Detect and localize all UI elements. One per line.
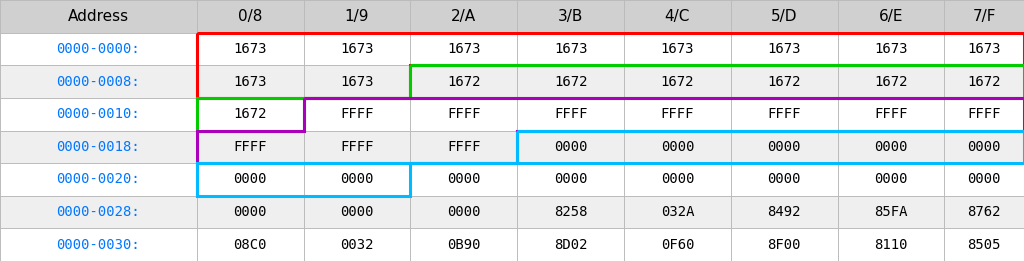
Text: 85FA: 85FA [874, 205, 908, 219]
Bar [0, 130, 1024, 163]
Text: 1672: 1672 [554, 75, 588, 88]
Bar [0, 163, 1024, 196]
Text: FFFF: FFFF [340, 140, 374, 154]
Text: FFFF: FFFF [447, 140, 480, 154]
Text: 1673: 1673 [968, 42, 1001, 56]
Text: 4/C: 4/C [665, 9, 690, 24]
Text: Address: Address [68, 9, 129, 24]
Text: 8F00: 8F00 [767, 238, 801, 252]
Text: FFFF: FFFF [233, 140, 267, 154]
Text: 1673: 1673 [340, 42, 374, 56]
Text: 0000: 0000 [767, 173, 801, 186]
Bar [0, 228, 1024, 261]
Text: 1673: 1673 [233, 42, 267, 56]
Text: 0000: 0000 [874, 140, 908, 154]
Text: 7/F: 7/F [973, 9, 996, 24]
Text: 0000: 0000 [447, 173, 480, 186]
Text: 0000-0030:: 0000-0030: [56, 238, 140, 252]
Text: 8505: 8505 [968, 238, 1001, 252]
Text: 0000: 0000 [968, 140, 1001, 154]
Text: 1672: 1672 [968, 75, 1001, 88]
Text: 8110: 8110 [874, 238, 908, 252]
Text: 1672: 1672 [660, 75, 694, 88]
Text: 0000: 0000 [968, 173, 1001, 186]
Text: FFFF: FFFF [874, 107, 908, 121]
Text: 1673: 1673 [233, 75, 267, 88]
Text: 0/8: 0/8 [238, 9, 262, 24]
Text: 1672: 1672 [874, 75, 908, 88]
Text: 0032: 0032 [340, 238, 374, 252]
Text: 0000-0010:: 0000-0010: [56, 107, 140, 121]
Text: 0000-0018:: 0000-0018: [56, 140, 140, 154]
Text: 0000: 0000 [554, 173, 588, 186]
Bar [0, 196, 1024, 228]
Text: 8492: 8492 [767, 205, 801, 219]
Text: FFFF: FFFF [767, 107, 801, 121]
Text: 0000-0000:: 0000-0000: [56, 42, 140, 56]
Text: 0000-0008:: 0000-0008: [56, 75, 140, 88]
Text: 1673: 1673 [447, 42, 480, 56]
Text: FFFF: FFFF [660, 107, 694, 121]
Text: 1672: 1672 [767, 75, 801, 88]
Text: 0000-0020:: 0000-0020: [56, 173, 140, 186]
Bar [0, 33, 1024, 65]
Text: 1673: 1673 [874, 42, 908, 56]
Text: 2/A: 2/A [452, 9, 476, 24]
Text: 0000: 0000 [233, 205, 267, 219]
Text: 6/E: 6/E [879, 9, 903, 24]
Text: 0000: 0000 [447, 205, 480, 219]
Text: 0F60: 0F60 [660, 238, 694, 252]
Text: 8D02: 8D02 [554, 238, 588, 252]
Text: 1/9: 1/9 [345, 9, 370, 24]
Text: 5/D: 5/D [771, 9, 798, 24]
Text: 0B90: 0B90 [447, 238, 480, 252]
Text: 0000: 0000 [874, 173, 908, 186]
Text: 8258: 8258 [554, 205, 588, 219]
Text: 0000: 0000 [767, 140, 801, 154]
Text: FFFF: FFFF [447, 107, 480, 121]
Text: 1672: 1672 [233, 107, 267, 121]
Bar [0, 0, 1024, 33]
Text: 0000: 0000 [554, 140, 588, 154]
Text: 0000: 0000 [340, 173, 374, 186]
Text: 1673: 1673 [660, 42, 694, 56]
Text: 8762: 8762 [968, 205, 1001, 219]
Text: FFFF: FFFF [340, 107, 374, 121]
Text: 1672: 1672 [447, 75, 480, 88]
Text: FFFF: FFFF [968, 107, 1001, 121]
Text: 0000: 0000 [233, 173, 267, 186]
Text: 0000: 0000 [660, 173, 694, 186]
Bar [0, 65, 1024, 98]
Text: 08C0: 08C0 [233, 238, 267, 252]
Text: 0000: 0000 [660, 140, 694, 154]
Bar [0, 98, 1024, 130]
Text: 032A: 032A [660, 205, 694, 219]
Text: 0000-0028:: 0000-0028: [56, 205, 140, 219]
Text: 3/B: 3/B [558, 9, 584, 24]
Text: 0000: 0000 [340, 205, 374, 219]
Text: FFFF: FFFF [554, 107, 588, 121]
Text: 1673: 1673 [340, 75, 374, 88]
Text: 1673: 1673 [554, 42, 588, 56]
Text: 1673: 1673 [767, 42, 801, 56]
